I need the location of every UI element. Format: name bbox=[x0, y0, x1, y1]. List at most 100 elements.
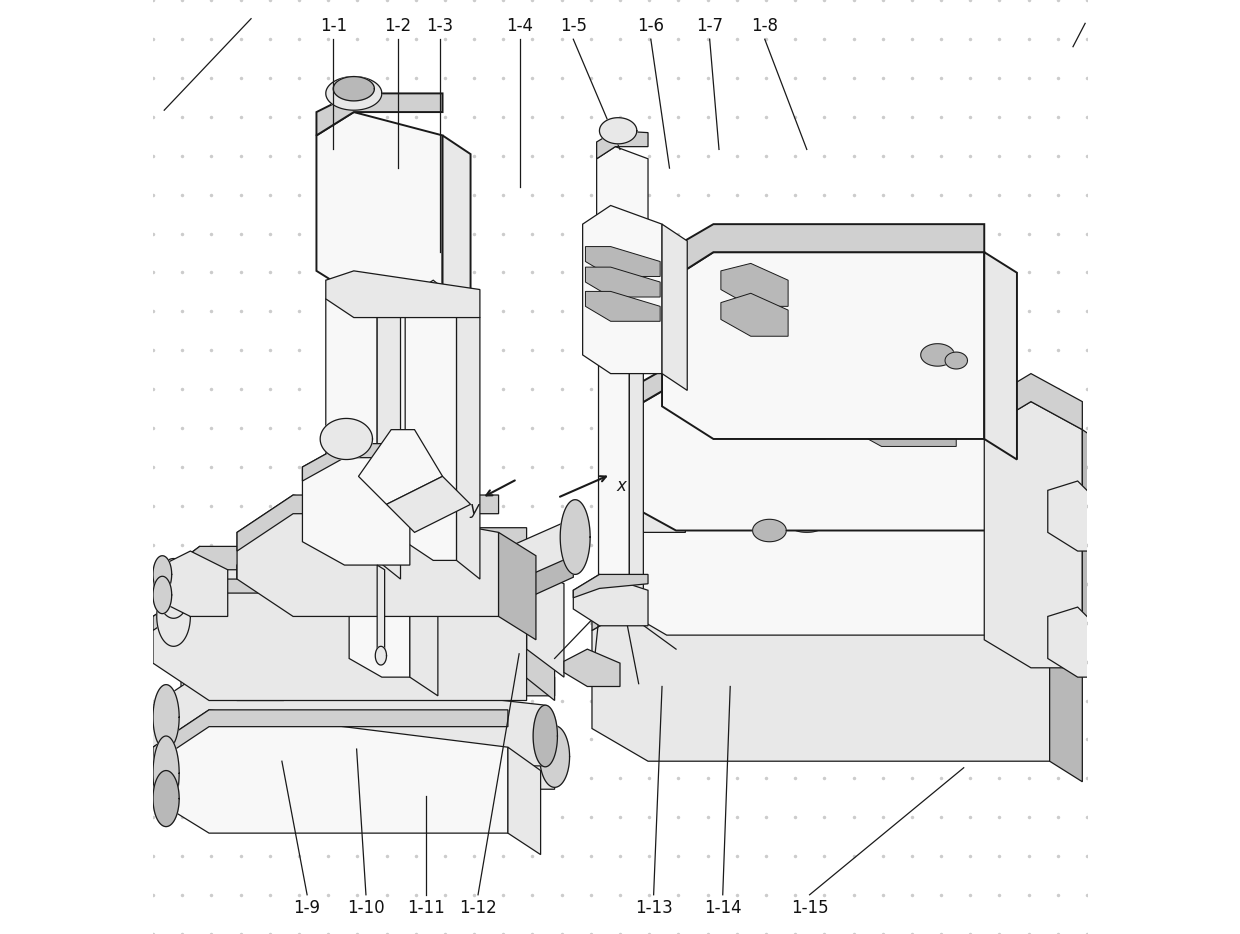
Polygon shape bbox=[596, 147, 649, 235]
Polygon shape bbox=[237, 495, 498, 551]
Text: 1-15: 1-15 bbox=[791, 899, 828, 917]
Polygon shape bbox=[844, 409, 956, 446]
Polygon shape bbox=[1090, 565, 1117, 630]
Polygon shape bbox=[162, 696, 554, 789]
Text: 1-12: 1-12 bbox=[459, 899, 497, 917]
Polygon shape bbox=[985, 402, 1083, 668]
Polygon shape bbox=[153, 685, 179, 750]
Text: 1-2: 1-2 bbox=[384, 17, 412, 35]
Polygon shape bbox=[560, 500, 590, 574]
Polygon shape bbox=[153, 710, 508, 764]
Polygon shape bbox=[237, 495, 498, 616]
Polygon shape bbox=[162, 677, 554, 733]
Polygon shape bbox=[181, 607, 554, 700]
Polygon shape bbox=[153, 668, 546, 766]
Polygon shape bbox=[599, 205, 630, 600]
Polygon shape bbox=[921, 344, 955, 366]
Polygon shape bbox=[1048, 607, 1096, 677]
Polygon shape bbox=[181, 607, 508, 738]
Polygon shape bbox=[564, 649, 620, 686]
Polygon shape bbox=[599, 118, 637, 144]
Polygon shape bbox=[993, 416, 1027, 551]
Polygon shape bbox=[181, 598, 284, 635]
Text: 1-8: 1-8 bbox=[751, 17, 779, 35]
Polygon shape bbox=[358, 430, 443, 504]
Polygon shape bbox=[585, 267, 660, 297]
Polygon shape bbox=[498, 532, 536, 640]
Polygon shape bbox=[596, 131, 649, 159]
Polygon shape bbox=[320, 418, 372, 460]
Polygon shape bbox=[985, 374, 1083, 430]
Text: 1-13: 1-13 bbox=[635, 899, 672, 917]
Text: 1-1: 1-1 bbox=[320, 17, 347, 35]
Polygon shape bbox=[153, 576, 171, 614]
Polygon shape bbox=[539, 726, 569, 787]
Polygon shape bbox=[585, 247, 660, 276]
Polygon shape bbox=[443, 135, 470, 313]
Polygon shape bbox=[591, 598, 1049, 761]
Polygon shape bbox=[610, 467, 1022, 518]
Polygon shape bbox=[153, 736, 179, 811]
Polygon shape bbox=[662, 224, 687, 390]
Polygon shape bbox=[527, 565, 564, 677]
Polygon shape bbox=[350, 205, 410, 677]
Polygon shape bbox=[316, 93, 443, 135]
Polygon shape bbox=[573, 574, 649, 598]
Polygon shape bbox=[156, 587, 191, 646]
Polygon shape bbox=[377, 299, 401, 579]
Polygon shape bbox=[316, 112, 443, 294]
Polygon shape bbox=[350, 205, 438, 243]
Polygon shape bbox=[145, 715, 179, 789]
Polygon shape bbox=[620, 362, 993, 416]
Polygon shape bbox=[620, 383, 993, 531]
Polygon shape bbox=[326, 280, 377, 560]
Polygon shape bbox=[153, 551, 228, 616]
Polygon shape bbox=[585, 291, 660, 321]
Text: 1-6: 1-6 bbox=[637, 17, 665, 35]
Polygon shape bbox=[630, 215, 644, 609]
Polygon shape bbox=[153, 579, 527, 630]
Polygon shape bbox=[153, 579, 527, 700]
Polygon shape bbox=[405, 518, 573, 605]
Polygon shape bbox=[573, 574, 649, 626]
Polygon shape bbox=[657, 497, 694, 516]
Polygon shape bbox=[181, 598, 284, 700]
Polygon shape bbox=[1022, 467, 1054, 656]
Polygon shape bbox=[713, 504, 750, 523]
Text: 1-14: 1-14 bbox=[704, 899, 742, 917]
Text: 1-11: 1-11 bbox=[407, 899, 445, 917]
Polygon shape bbox=[387, 476, 470, 532]
Text: 1-10: 1-10 bbox=[347, 899, 384, 917]
Polygon shape bbox=[1083, 430, 1106, 684]
Polygon shape bbox=[153, 771, 179, 827]
Polygon shape bbox=[456, 299, 480, 579]
Polygon shape bbox=[1090, 481, 1117, 546]
Text: 1-9: 1-9 bbox=[294, 899, 321, 917]
Polygon shape bbox=[662, 224, 985, 285]
Polygon shape bbox=[419, 551, 573, 624]
Polygon shape bbox=[720, 263, 789, 306]
Polygon shape bbox=[237, 528, 527, 649]
Polygon shape bbox=[533, 705, 558, 767]
Polygon shape bbox=[153, 710, 508, 833]
Polygon shape bbox=[162, 546, 274, 593]
Polygon shape bbox=[591, 565, 1049, 630]
Polygon shape bbox=[985, 252, 1017, 460]
Polygon shape bbox=[1048, 481, 1096, 551]
Text: 1-4: 1-4 bbox=[507, 17, 533, 35]
Text: 1-5: 1-5 bbox=[559, 17, 587, 35]
Polygon shape bbox=[1049, 598, 1083, 782]
Polygon shape bbox=[303, 444, 410, 565]
Polygon shape bbox=[376, 646, 387, 665]
Polygon shape bbox=[410, 224, 438, 696]
Polygon shape bbox=[610, 486, 1022, 635]
Polygon shape bbox=[720, 293, 789, 336]
Polygon shape bbox=[583, 205, 662, 374]
Polygon shape bbox=[508, 747, 541, 855]
Polygon shape bbox=[377, 565, 384, 654]
Polygon shape bbox=[713, 402, 826, 439]
Polygon shape bbox=[237, 528, 527, 584]
Polygon shape bbox=[153, 556, 171, 593]
Polygon shape bbox=[326, 77, 382, 110]
Polygon shape bbox=[162, 715, 191, 789]
